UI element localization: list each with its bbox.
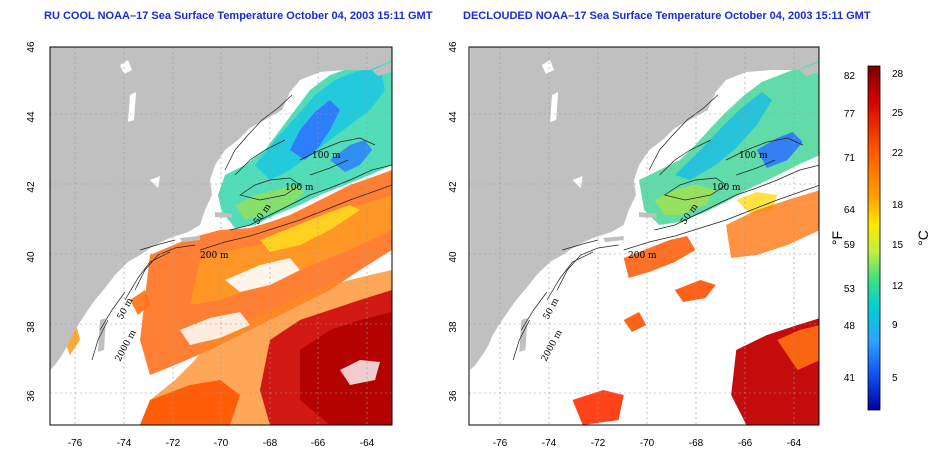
left-map-panel (50, 47, 392, 425)
right-map-panel (469, 47, 819, 425)
celsius-tick-label: 18 (892, 200, 904, 211)
left-map-title: RU COOL NOAA–17 Sea Surface Temperature … (44, 10, 433, 22)
celsius-tick-label: 12 (892, 281, 904, 292)
lon-tick-label: -70 (214, 438, 229, 449)
lat-tick-label: 38 (26, 321, 37, 333)
right-map-frame (468, 46, 820, 426)
left-map-frame (49, 46, 393, 426)
left-contour-label: 100 m (312, 151, 341, 161)
lon-tick-label: -68 (263, 438, 278, 449)
lon-tick-label: -76 (493, 438, 508, 449)
left-contour-label: 100 m (285, 183, 314, 193)
lon-tick-label: -74 (117, 438, 132, 449)
lat-tick-label: 44 (26, 111, 37, 123)
fahrenheit-tick-label: 53 (844, 284, 856, 295)
celsius-tick-label: 22 (892, 148, 904, 159)
lon-tick-label: -66 (311, 438, 326, 449)
fahrenheit-tick-label: 71 (844, 153, 856, 164)
lat-tick-label: 40 (448, 251, 459, 263)
lat-tick-label: 40 (26, 251, 37, 263)
lon-tick-label: -74 (542, 438, 557, 449)
celsius-tick-label: 9 (892, 320, 898, 331)
lon-tick-label: -76 (68, 438, 83, 449)
fahrenheit-tick-label: 59 (844, 240, 856, 251)
lat-tick-label: 42 (448, 181, 459, 193)
left-lat-axis: 46 44 42 40 38 36 (26, 41, 37, 402)
fahrenheit-tick-label: 77 (844, 109, 856, 120)
right-contour-label: 200 m (628, 251, 657, 261)
fahrenheit-tick-label: 41 (844, 373, 856, 384)
colorbar: 82 77 71 64 59 53 48 41 28 25 22 18 15 1… (829, 65, 931, 411)
left-graticule (50, 47, 392, 425)
celsius-tick-label: 25 (892, 108, 904, 119)
colorbar-celsius-ticks: 28 25 22 18 15 12 9 5 (892, 69, 904, 384)
left-lon-axis: -76 -74 -72 -70 -68 -66 -64 (68, 438, 375, 449)
fahrenheit-tick-label: 64 (844, 205, 856, 216)
lat-tick-label: 42 (26, 181, 37, 193)
lat-tick-label: 36 (26, 390, 37, 402)
right-contour-label: 100 m (739, 151, 768, 161)
celsius-tick-label: 28 (892, 69, 904, 80)
left-contour-label: 200 m (200, 251, 229, 261)
lon-tick-label: -72 (166, 438, 181, 449)
lon-tick-label: -66 (738, 438, 753, 449)
lon-tick-label: -64 (360, 438, 375, 449)
fahrenheit-tick-label: 48 (844, 321, 856, 332)
right-lon-axis: -76 -74 -72 -70 -68 -66 -64 (493, 438, 802, 449)
lat-tick-label: 36 (448, 390, 459, 402)
lon-tick-label: -72 (591, 438, 606, 449)
celsius-tick-label: 5 (892, 373, 898, 384)
lat-tick-label: 46 (26, 41, 37, 53)
lat-tick-label: 38 (448, 321, 459, 333)
lat-tick-label: 46 (448, 41, 459, 53)
celsius-unit-label: °C (915, 230, 931, 246)
colorbar-gradient (867, 65, 881, 411)
lon-tick-label: -68 (689, 438, 704, 449)
lon-tick-label: -70 (640, 438, 655, 449)
right-contour-label: 100 m (712, 183, 741, 193)
lon-tick-label: -64 (787, 438, 802, 449)
right-lat-axis: 46 44 42 40 38 36 (448, 41, 459, 402)
colorbar-fahrenheit-ticks: 82 77 71 64 59 53 48 41 (844, 71, 856, 384)
celsius-tick-label: 15 (892, 240, 904, 251)
right-graticule (469, 47, 819, 425)
fahrenheit-unit-label: °F (829, 231, 845, 245)
lat-tick-label: 44 (448, 111, 459, 123)
fahrenheit-tick-label: 82 (844, 71, 856, 82)
right-map-title: DECLOUDED NOAA–17 Sea Surface Temperatur… (463, 10, 871, 22)
